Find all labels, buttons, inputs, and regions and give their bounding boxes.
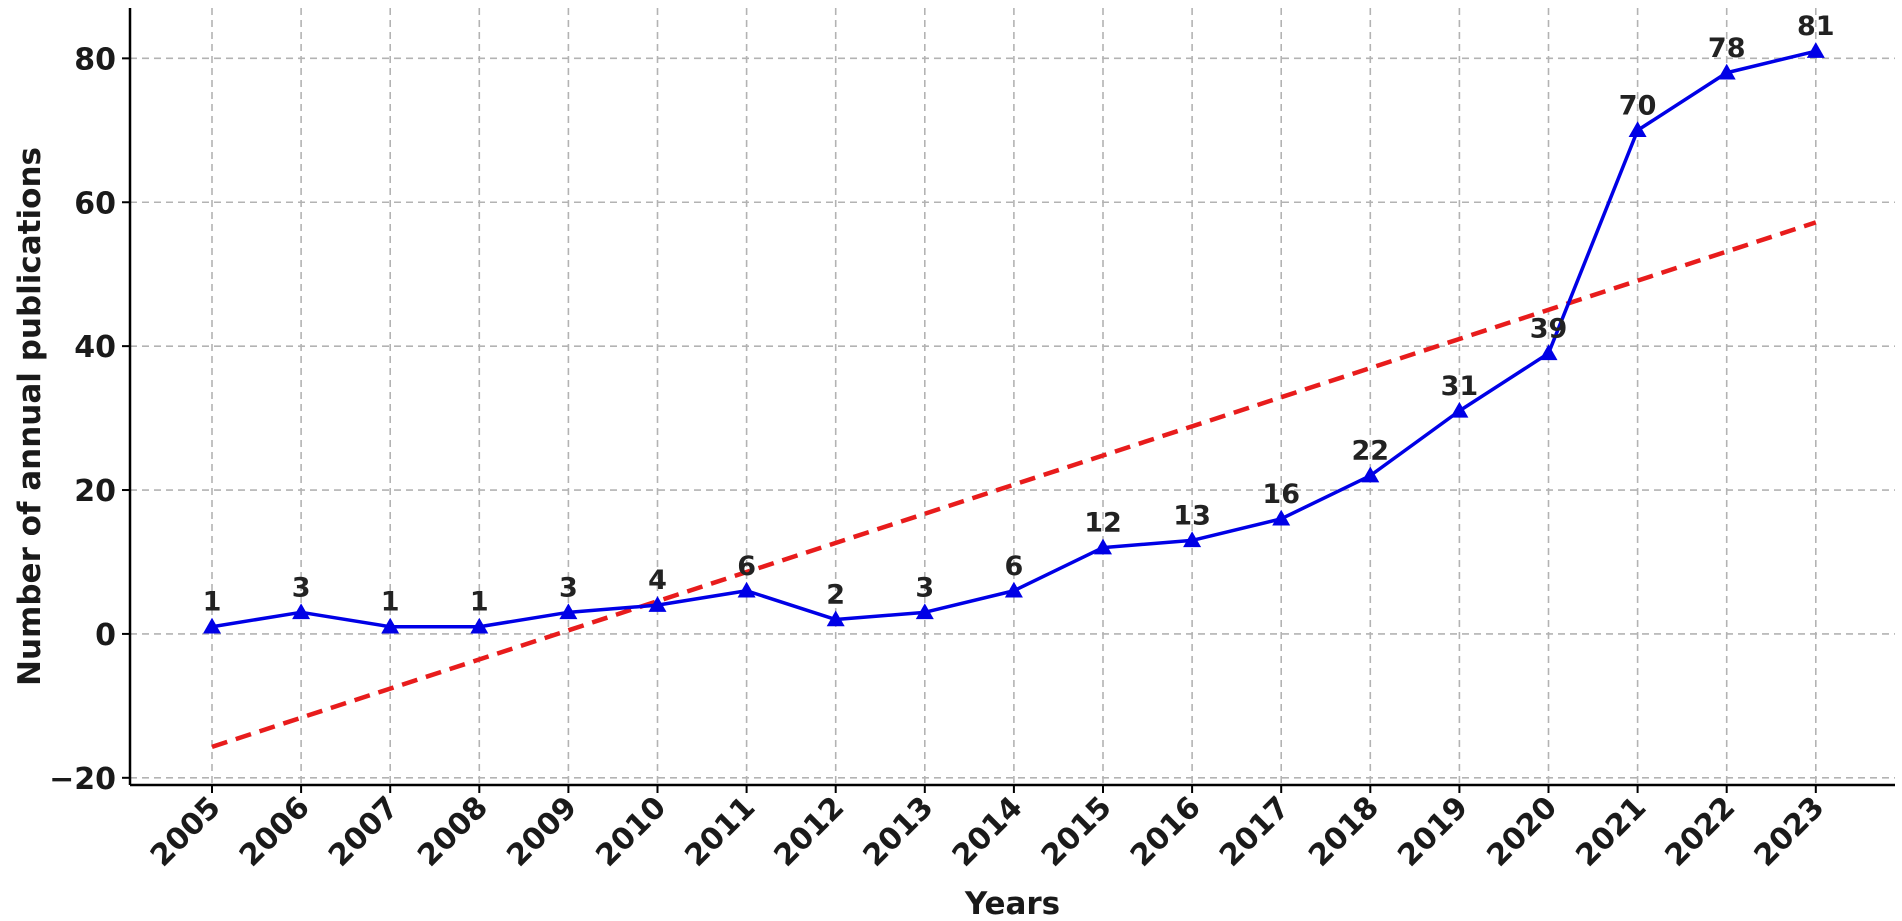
data-label: 22 [1352,436,1390,467]
data-point-marker [1806,42,1825,58]
x-tick-label: 2009 [500,790,584,874]
x-tick-label: 2012 [768,790,852,874]
x-tick-label: 2022 [1659,790,1743,874]
y-tick-label: 0 [95,618,116,653]
y-tick-label: 60 [74,186,116,221]
data-point-marker [737,581,756,598]
data-point-marker [915,603,934,620]
x-tick-label: 2015 [1035,790,1119,874]
x-tick-label: 2005 [144,790,228,874]
x-tick-label: 2018 [1302,790,1386,874]
data-label: 2 [826,580,845,611]
x-tick-label: 2007 [322,790,406,874]
data-label: 1 [470,587,489,618]
x-ticks: 2005 2006 2007 2008 2009 2010 2011 2012 2013 2014… [144,785,1832,874]
data-point-marker [1094,538,1112,555]
data-label: 3 [292,572,311,603]
x-tick-label: 2019 [1391,790,1475,874]
data-point-marker [648,596,667,612]
data-label: 16 [1262,479,1300,510]
data-point-marker [559,603,578,620]
data-label: 3 [559,572,578,603]
y-tick-label: 20 [74,474,116,509]
data-label: 39 [1530,313,1568,344]
x-tick-label: 2023 [1748,790,1832,874]
y-tick-label: 40 [74,330,116,365]
data-label: 1 [381,587,400,618]
data-label: 6 [737,551,756,582]
data-point-marker [1717,63,1736,80]
data-point-marker [826,610,845,627]
x-tick-label: 2010 [589,790,673,874]
x-tick-label: 2017 [1213,790,1297,874]
data-point-marker [1628,121,1647,138]
data-label: 3 [915,572,934,603]
data-point-marker [1272,509,1291,526]
data-point-marker [1361,466,1380,483]
data-point-marker [1004,581,1023,598]
data-label: 12 [1084,508,1122,539]
grid [130,8,1895,785]
data-label: 1 [203,587,222,618]
axes [128,8,1895,787]
x-tick-label: 2006 [233,790,317,874]
data-point-marker [203,617,221,634]
data-label: 31 [1441,371,1479,402]
y-axis-label: Number of annual publications [12,147,48,686]
data-point-marker [1450,401,1469,418]
x-tick-label: 2021 [1569,790,1653,874]
x-tick-label: 2014 [946,790,1030,874]
y-tick-label: −20 [49,762,116,797]
data-point-marker [470,617,489,634]
trend-line [211,220,1817,750]
x-tick-label: 2013 [857,790,941,874]
data-label: 6 [1005,551,1024,582]
series [203,42,1825,750]
data-label: 78 [1708,33,1746,64]
data-point-marker [381,617,400,634]
data-label: 81 [1797,11,1835,42]
data-point-marker [292,603,311,620]
x-tick-label: 2011 [678,790,762,874]
x-tick-label: 2016 [1124,790,1208,874]
y-tick-label: 80 [74,42,116,77]
data-label: 70 [1619,90,1657,121]
x-tick-label: 2020 [1480,790,1564,874]
data-point-marker [1183,531,1202,548]
data-point-marker [1539,344,1558,361]
x-axis-label: Years [964,886,1060,921]
data-label: 4 [648,565,667,596]
data-label: 13 [1173,500,1211,531]
y-ticks: −20 0 20 40 60 80 [49,42,130,797]
x-tick-label: 2008 [411,790,495,874]
